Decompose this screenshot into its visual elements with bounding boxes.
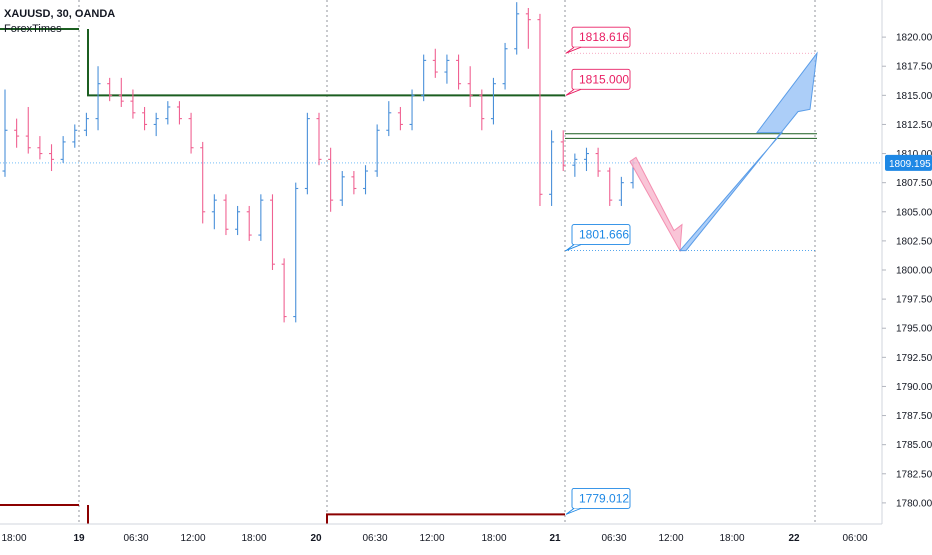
resistance-line (87, 29, 565, 97)
zone-lines (565, 133, 817, 139)
y-tick-label-15: 1782.500 (896, 469, 932, 480)
up-arrow (678, 51, 818, 252)
y-tick-label-14: 1785.000 (896, 440, 932, 451)
y-tick-label-12: 1790.000 (896, 382, 932, 393)
candles (2, 2, 636, 323)
y-tick-label-6: 1805.000 (896, 207, 932, 218)
grid (0, 0, 882, 524)
brand-name: ForexTimes (4, 23, 62, 35)
level-label-box-1 (571, 68, 631, 90)
x-tick-label-2: 06:30 (123, 533, 148, 544)
x-tick-label-9: 21 (549, 533, 561, 544)
x-tick-label-5: 20 (310, 533, 322, 544)
y-tick-label-9: 1797.500 (896, 295, 932, 306)
last-price-label: 1809.195 (889, 159, 931, 170)
x-tick-label-7: 12:00 (419, 533, 444, 544)
level-label-3: 1779.012 (579, 491, 629, 505)
y-tick-label-8: 1800.000 (896, 266, 932, 277)
x-tick-label-10: 06:30 (601, 533, 626, 544)
level-label-pointer-2 (565, 244, 582, 252)
level-labels: 1818.616 1815.000 1801.666 1779.012 (565, 26, 631, 515)
y-tick-label-4: 1810.000 (896, 149, 932, 160)
low-line (326, 513, 565, 524)
price-axis: 1820.000 1817.500 1815.000 1812.500 1810.000… (881, 0, 932, 550)
x-tick-label-13: 22 (788, 533, 800, 544)
price-axis-bg (882, 0, 932, 550)
level-label-pointer-0 (565, 46, 582, 54)
level-label-0: 1818.616 (579, 30, 629, 44)
down-arrow (629, 156, 683, 253)
x-tick-label-1: 19 (73, 533, 85, 544)
y-tick-label-10: 1795.000 (896, 324, 932, 335)
x-tick-label-11: 12:00 (658, 533, 683, 544)
x-tick-label-6: 06:30 (362, 533, 387, 544)
x-tick-label-3: 12:00 (180, 533, 205, 544)
level-lines (0, 28, 815, 524)
y-tick-label-16: 1780.000 (896, 498, 932, 509)
x-tick-label-8: 18:00 (481, 533, 506, 544)
level-label-1: 1815.000 (579, 72, 629, 86)
x-tick-label-0: 18:00 (1, 533, 26, 544)
level-label-pointer-1 (565, 88, 582, 96)
y-tick-label-2: 1815.000 (896, 91, 932, 102)
level-label-box-3 (571, 487, 631, 509)
y-tick-label-11: 1792.500 (896, 353, 932, 364)
level-label-box-2 (571, 224, 631, 246)
x-tick-label-12: 18:00 (719, 533, 744, 544)
level-label-2: 1801.666 (579, 228, 629, 242)
y-tick-label-0: 1820.000 (896, 33, 932, 44)
y-tick-label-1: 1817.500 (896, 62, 932, 73)
time-axis-bg (0, 524, 932, 550)
y-tick-label-3: 1812.500 (896, 120, 932, 131)
x-tick-label-4: 18:00 (241, 533, 266, 544)
y-tick-label-5: 1807.500 (896, 178, 932, 189)
time-axis: 18:00 19 06:30 12:00 18:00 20 06:30 12:00 18:00 2… (0, 523, 932, 550)
level-label-pointer-3 (565, 507, 582, 515)
y-tick-label-13: 1787.500 (896, 411, 932, 422)
last-price-tag (885, 154, 932, 171)
x-tick-label-14: 06:00 (842, 533, 867, 544)
level-label-box-0 (571, 26, 631, 48)
y-tick-label-7: 1802.500 (896, 236, 932, 247)
symbol-title: XAUUSD, 30, OANDA (4, 8, 116, 20)
projection-arrows (629, 51, 818, 253)
